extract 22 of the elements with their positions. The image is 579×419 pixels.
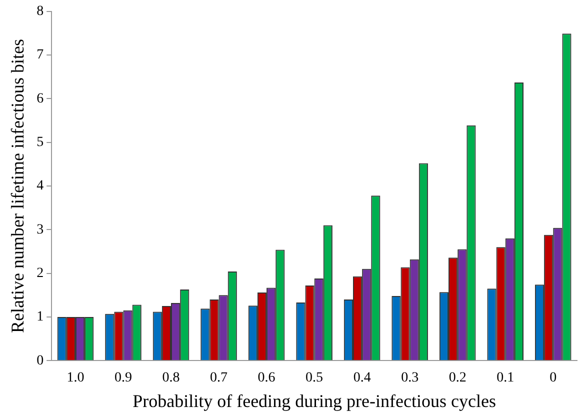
y-tick-label: 2 xyxy=(36,266,44,281)
x-tick-label: 0.1 xyxy=(496,370,514,386)
x-tick-label: 0 xyxy=(550,370,557,386)
x-tick-label: 0.7 xyxy=(210,370,228,386)
y-tick-label: 5 xyxy=(36,135,44,150)
y-tick-label: 3 xyxy=(36,222,44,238)
x-tick-label: 0.6 xyxy=(258,370,276,386)
x-tick-label: 0.9 xyxy=(114,370,132,386)
y-tick-label: 8 xyxy=(36,4,44,20)
x-tick-label: 0.4 xyxy=(353,370,371,386)
y-axis-title: Relative number lifetime infectious bites xyxy=(8,39,28,333)
y-tick-label: 0 xyxy=(36,353,44,368)
y-tick-label: 4 xyxy=(36,178,44,194)
x-axis-title: Probability of feeding during pre-infectious cycles xyxy=(132,390,496,411)
x-tick-label: 0.8 xyxy=(162,370,180,386)
y-tick-label: 7 xyxy=(36,48,44,63)
y-tick-label: 6 xyxy=(36,91,44,106)
x-tick-label: 0.2 xyxy=(448,370,466,386)
x-tick-label: 1.0 xyxy=(66,370,84,386)
x-tick-label: 0.3 xyxy=(401,370,419,386)
x-tick-label: 0.5 xyxy=(306,370,324,386)
y-tick-label: 1 xyxy=(36,310,44,325)
